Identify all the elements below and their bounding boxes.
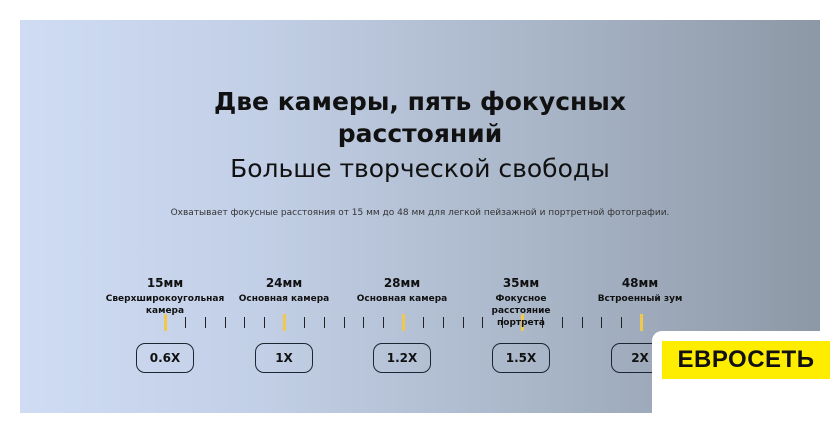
scale-tick [264,317,266,328]
scale-tick [561,317,563,328]
scale-tick [462,317,464,328]
scale-tick [502,317,504,328]
focal-length-label: 48мм [621,276,659,290]
scale-tick [343,317,345,328]
focal-marker [164,314,167,331]
zoom-button-1x[interactable]: 1X [255,343,313,373]
camera-description: Сверхширокоугольная камера [105,294,225,316]
scale-tick [323,317,325,328]
scale-tick [442,317,444,328]
evroset-logo: ЕВРОСЕТЬ [662,341,830,379]
focal-marker [283,314,286,331]
scale-tick [244,317,246,328]
scale-tick [184,317,186,328]
focal-length-label: 15мм [146,276,184,290]
zoom-button-0-6x[interactable]: 0.6X [136,343,194,373]
scale-tick [303,317,305,328]
subtitle: Охватывает фокусные расстояния от 15 мм … [170,208,670,218]
camera-description: Встроенный зум [597,294,683,304]
focal-length-label: 24мм [265,276,303,290]
scale-tick [482,317,484,328]
headline-line2: расстояний [337,119,503,148]
scale-tick [621,317,623,328]
scale-tick [601,317,603,328]
logo-container: ЕВРОСЕТЬ [652,331,840,434]
focal-length-label: 28мм [383,276,421,290]
camera-description: Основная камера [238,294,330,304]
promo-banner: Две камеры, пять фокусных расстояний Бол… [20,20,820,413]
scale-tick [581,317,583,328]
camera-description: Фокусное расстояние портрета [491,294,551,328]
focal-marker [521,314,524,331]
headline-line3: Больше творческой свободы [230,154,610,183]
scale-tick [204,317,206,328]
headline-line1: Две камеры, пять фокусных [213,87,627,116]
scale-tick [363,317,365,328]
focal-marker [402,314,405,331]
focal-length-label: 35мм [502,276,540,290]
scale-tick [422,317,424,328]
zoom-button-1-5x[interactable]: 1.5X [492,343,550,373]
scale-tick [224,317,226,328]
zoom-button-1-2x[interactable]: 1.2X [373,343,431,373]
focal-marker [640,314,643,331]
scale-tick [383,317,385,328]
camera-description: Основная камера [356,294,448,304]
scale-tick [541,317,543,328]
